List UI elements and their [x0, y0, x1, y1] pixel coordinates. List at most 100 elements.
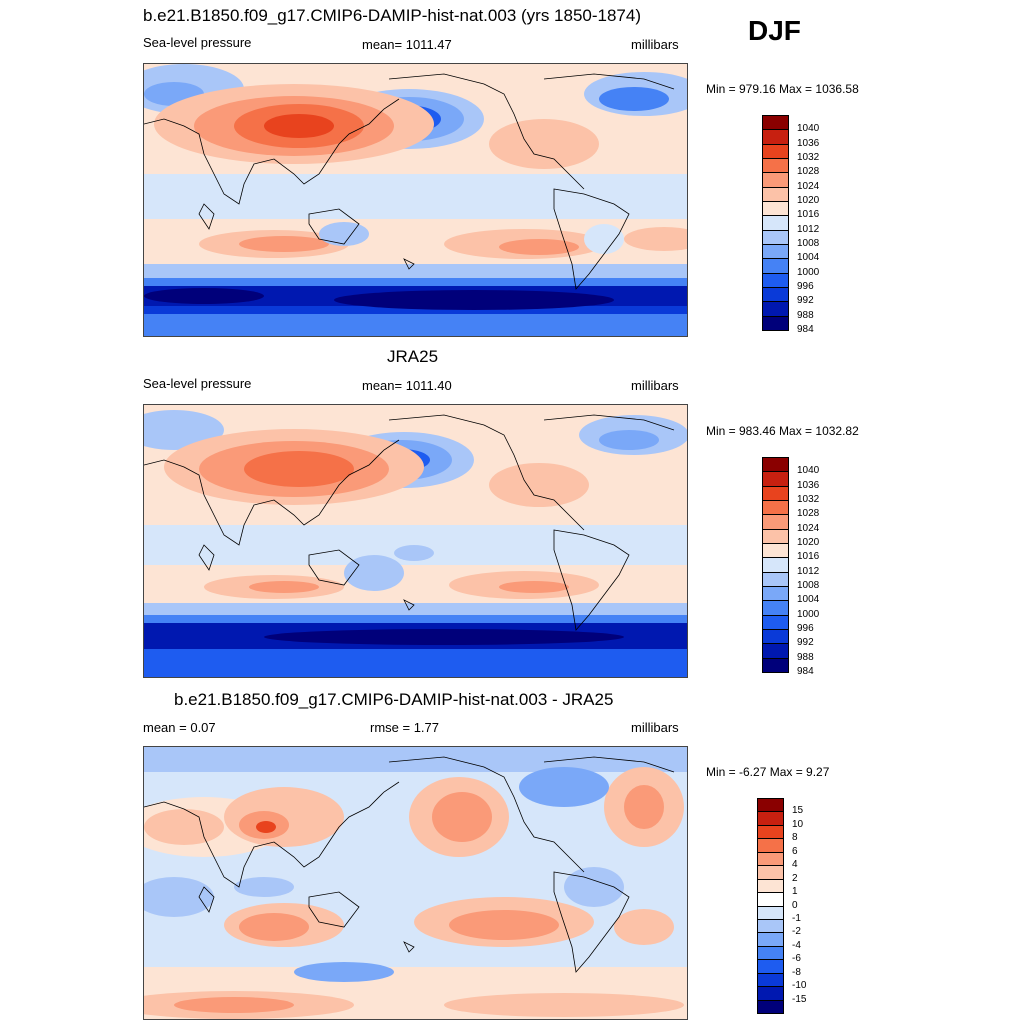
- colorbar-swatch: [762, 457, 789, 473]
- colorbar-swatch: [762, 485, 789, 501]
- colorbar-swatch: [762, 129, 789, 145]
- colorbar-tick-label: -2: [792, 926, 801, 938]
- colorbar-swatch: [757, 865, 784, 880]
- colorbar-swatch: [762, 201, 789, 217]
- colorbar-swatch: [762, 143, 789, 159]
- colorbar-swatch: [762, 172, 789, 188]
- colorbar-tick-label: 988: [797, 651, 814, 663]
- colorbar-tick-label: 1036: [797, 137, 820, 149]
- colorbar-swatch: [762, 557, 789, 573]
- colorbar-tick-label: 1012: [797, 223, 820, 235]
- colorbar-tick-label: 1016: [797, 551, 820, 563]
- colorbar-tick-label: 1008: [797, 580, 820, 591]
- colorbar-swatch: [762, 115, 789, 131]
- colorbar-swatch: [762, 571, 789, 587]
- panel-2-minmax: Min = 983.46 Max = 1032.82: [706, 424, 859, 438]
- colorbar-swatch: [762, 215, 789, 231]
- panel-3-colorbar: 15 10 8 6 4 2 1 0 -1 -2 -4 -6 -8 -10 -15: [757, 798, 806, 1014]
- colorbar-swatch: [762, 158, 789, 174]
- panel-2-units-label: millibars: [631, 378, 679, 393]
- colorbar-swatch: [757, 892, 784, 907]
- colorbar-swatch: [762, 500, 789, 516]
- panel-3-minmax: Min = -6.27 Max = 9.27: [706, 765, 830, 779]
- panel-1-minmax: Min = 979.16 Max = 1036.58: [706, 82, 859, 96]
- panel-1-mean-label: mean= 1011.47: [362, 37, 452, 52]
- colorbar-swatch: [762, 614, 789, 630]
- colorbar-swatch: [757, 932, 784, 947]
- colorbar-tick-label: 1040: [797, 465, 820, 477]
- colorbar-swatch: [762, 315, 789, 331]
- colorbar-tick-label: 1036: [797, 479, 820, 491]
- colorbar-swatch: [762, 287, 789, 303]
- colorbar-swatch: [757, 811, 784, 826]
- colorbar-swatch: [762, 272, 789, 288]
- colorbar-swatch: [762, 514, 789, 530]
- colorbar-tick-label: 988: [797, 309, 814, 321]
- colorbar-tick-label: 1000: [797, 266, 820, 278]
- colorbar-swatch: [757, 918, 784, 934]
- colorbar-swatch: [762, 186, 789, 202]
- colorbar-tick-label: 984: [797, 666, 814, 677]
- colorbar-swatch: [757, 851, 784, 867]
- colorbar-swatch: [757, 972, 784, 988]
- colorbar-swatch: [762, 471, 789, 487]
- panel-1-title: b.e21.B1850.f09_g17.CMIP6-DAMIP-hist-nat…: [143, 6, 641, 25]
- colorbar-tick-label: 1024: [797, 522, 820, 534]
- colorbar-swatch: [757, 878, 784, 894]
- panel-3-map: [143, 746, 688, 1020]
- colorbar-tick-label: 10: [792, 818, 804, 830]
- colorbar-tick-label: 1004: [797, 594, 820, 606]
- colorbar-swatch: [762, 543, 789, 559]
- colorbar-tick-label: 6: [792, 845, 798, 857]
- colorbar-tick-label: 1008: [797, 238, 820, 249]
- colorbar-swatch: [762, 301, 789, 317]
- colorbar-swatch: [762, 244, 789, 260]
- colorbar-tick-label: 1024: [797, 180, 820, 192]
- colorbar-tick-label: 1020: [797, 195, 820, 206]
- colorbar-swatch: [757, 945, 784, 961]
- colorbar-tick-label: 1012: [797, 565, 820, 577]
- colorbar-swatch: [762, 528, 789, 544]
- colorbar-swatch: [762, 258, 789, 274]
- panel-2-colorbar: 1040 1036 1032 1028 1024 1020 1016 1012 1008 1004…: [762, 457, 819, 677]
- colorbar-tick-label: 1028: [797, 166, 820, 178]
- colorbar-tick-label: 992: [797, 295, 814, 307]
- colorbar-tick-label: 1: [792, 886, 798, 898]
- colorbar-swatch: [762, 229, 789, 245]
- colorbar-tick-label: 15: [792, 805, 804, 817]
- colorbar-tick-label: -6: [792, 953, 801, 965]
- colorbar-swatch: [757, 999, 784, 1014]
- season-label: DJF: [748, 15, 801, 46]
- colorbar-tick-label: 996: [797, 623, 814, 634]
- colorbar-tick-label: 1032: [797, 152, 820, 163]
- colorbar-tick-label: 2: [792, 872, 798, 884]
- colorbar-swatch: [757, 905, 784, 920]
- colorbar-tick-label: 1000: [797, 608, 820, 620]
- panel-2-variable-label: Sea-level pressure: [143, 376, 252, 391]
- colorbar-tick-label: 1016: [797, 209, 820, 221]
- panel-3-rmse-label: rmse = 1.77: [370, 720, 440, 735]
- panel-2-map: [143, 404, 688, 678]
- colorbar-tick-label: 1020: [797, 537, 820, 548]
- colorbar-tick-label: 4: [792, 859, 798, 871]
- colorbar-swatch: [762, 657, 789, 673]
- colorbar-tick-label: 1004: [797, 252, 820, 264]
- panel-2-title: JRA25: [387, 347, 439, 366]
- colorbar-swatch: [762, 629, 789, 645]
- colorbar-swatch: [757, 986, 784, 1001]
- colorbar-tick-label: -15: [792, 993, 807, 1005]
- panel-3-title: b.e21.B1850.f09_g17.CMIP6-DAMIP-hist-nat…: [174, 690, 614, 709]
- colorbar-tick-label: 1040: [797, 123, 820, 135]
- colorbar-tick-label: 0: [792, 899, 798, 911]
- colorbar-swatch: [757, 959, 784, 974]
- colorbar-tick-label: 996: [797, 281, 814, 292]
- colorbar-tick-label: 1028: [797, 508, 820, 520]
- colorbar-tick-label: 8: [792, 832, 798, 844]
- panel-1-colorbar: 1040 1036 1032 1028 1024 1020 1016 1012 1008 1004…: [762, 115, 819, 335]
- colorbar-tick-label: -8: [792, 966, 801, 978]
- colorbar-swatch: [757, 798, 784, 813]
- colorbar-tick-label: -4: [792, 939, 801, 951]
- panel-1-units-label: millibars: [631, 37, 679, 52]
- colorbar-swatch: [757, 838, 784, 853]
- panel-3-mean-label: mean = 0.07: [143, 720, 216, 735]
